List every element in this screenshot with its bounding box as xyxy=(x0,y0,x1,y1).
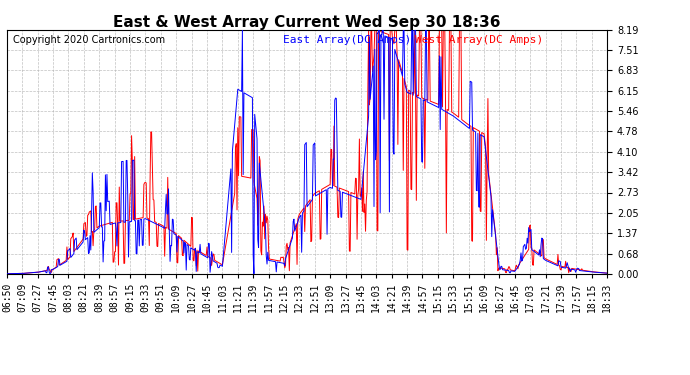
Text: East Array(DC Amps): East Array(DC Amps) xyxy=(283,35,411,45)
Text: Copyright 2020 Cartronics.com: Copyright 2020 Cartronics.com xyxy=(13,35,165,45)
Title: East & West Array Current Wed Sep 30 18:36: East & West Array Current Wed Sep 30 18:… xyxy=(113,15,501,30)
Text: West Array(DC Amps): West Array(DC Amps) xyxy=(415,35,543,45)
